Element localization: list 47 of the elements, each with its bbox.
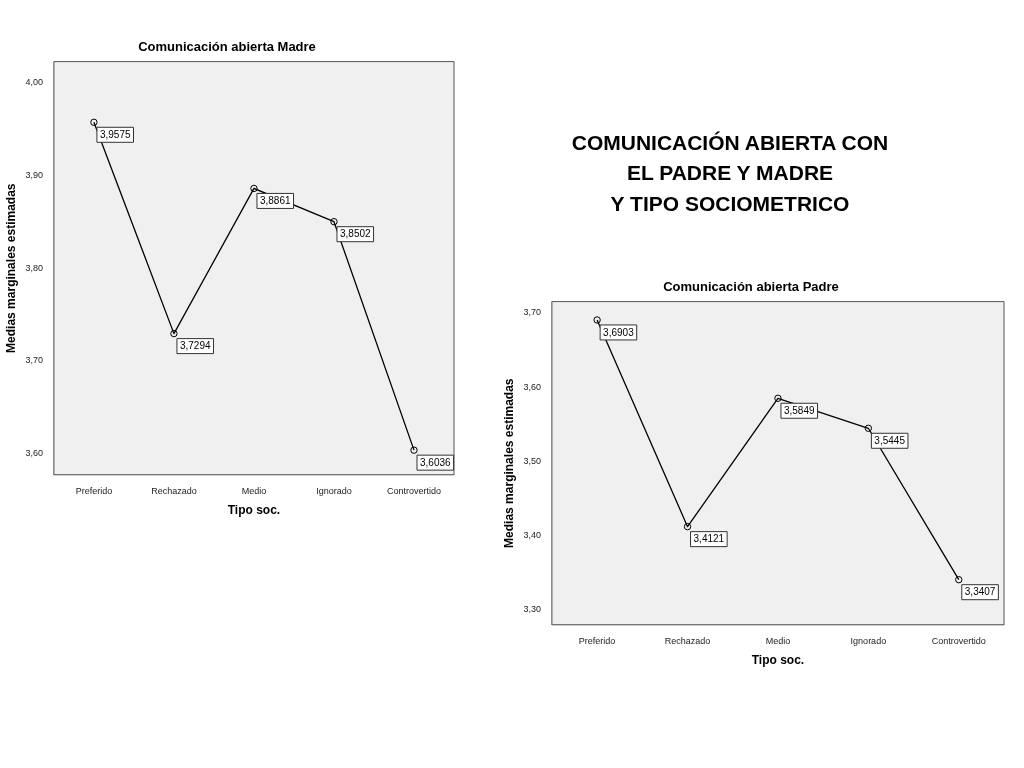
point bbox=[593, 316, 601, 324]
data-label: 3,8861 bbox=[259, 195, 291, 207]
x-tick-label: Medio bbox=[765, 635, 791, 646]
x-tick-label: Medio bbox=[241, 485, 267, 496]
text: COMUNICACIÓN ABIERTA CON EL PADRE Y MADRE Y TIPO SOCIOMETRICO bbox=[570, 130, 890, 217]
data-label: 3,3407 bbox=[964, 586, 996, 598]
point bbox=[330, 217, 338, 226]
point bbox=[774, 394, 782, 402]
y-tick-label: 3,50 bbox=[523, 455, 541, 466]
point bbox=[90, 118, 98, 126]
point bbox=[683, 522, 692, 531]
data-label: 3,8502 bbox=[339, 228, 371, 240]
point bbox=[410, 446, 418, 454]
x-tick-label: Preferido bbox=[75, 485, 113, 496]
x-axis-title: Tipo soc. bbox=[227, 503, 281, 518]
x-tick-label: Ignorado bbox=[316, 485, 352, 496]
y-tick-label: 3,70 bbox=[523, 307, 541, 318]
data-label: 3,9575 bbox=[99, 129, 131, 141]
point bbox=[955, 576, 963, 584]
y-tick-label: 3,90 bbox=[25, 170, 43, 181]
data-label: 3,7294 bbox=[179, 340, 211, 352]
x-tick-label: Preferido bbox=[578, 635, 616, 646]
chart-title: Comunicación abierta Madre bbox=[138, 39, 316, 55]
x-axis-title: Tipo soc. bbox=[751, 653, 805, 668]
y-tick-label: 3,60 bbox=[523, 381, 541, 392]
data-label: 3,4121 bbox=[693, 533, 725, 545]
data-label: 3,5849 bbox=[783, 405, 815, 417]
x-tick-label: Rechazado bbox=[664, 635, 711, 646]
y-axis-title: Medias marginales estimadas bbox=[501, 378, 516, 548]
point bbox=[864, 424, 873, 432]
x-tick-label: Controvertido bbox=[931, 635, 986, 646]
y-tick-label: 3,30 bbox=[523, 604, 541, 615]
y-tick-label: 3,60 bbox=[25, 447, 43, 458]
point bbox=[170, 329, 178, 338]
y-tick-label: 4,00 bbox=[25, 77, 43, 88]
chart-title: Comunicación abierta Padre bbox=[663, 279, 839, 295]
y-tick-label: 3,70 bbox=[25, 355, 43, 366]
data-label: 3,5445 bbox=[874, 435, 906, 447]
data-label: 3,6036 bbox=[419, 456, 452, 468]
y-axis-title: Medias marginales estimadas bbox=[3, 183, 18, 353]
x-tick-label: Ignorado bbox=[850, 635, 887, 646]
data-label: 3,6903 bbox=[603, 326, 635, 338]
y-tick-label: 3,40 bbox=[523, 530, 541, 541]
x-tick-label: Rechazado bbox=[151, 485, 197, 496]
point bbox=[250, 184, 258, 193]
x-tick-label: Controvertido bbox=[386, 485, 442, 496]
y-tick-label: 3,80 bbox=[25, 262, 43, 273]
